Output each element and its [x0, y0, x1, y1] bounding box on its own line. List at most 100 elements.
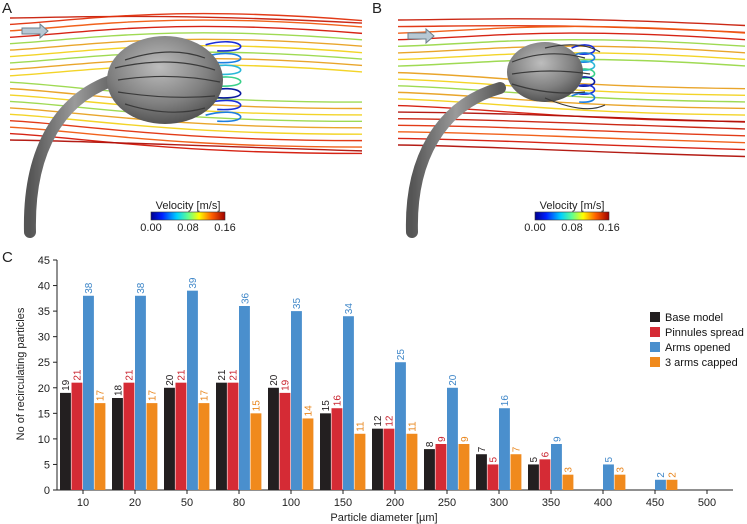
- bar-150-0: [320, 413, 331, 490]
- x-tick-label-10: 400: [594, 497, 612, 509]
- bar-10-3: [94, 403, 106, 490]
- value-label-350-0: 5: [529, 456, 540, 462]
- bar-450-2: [655, 479, 666, 490]
- x-axis-title: Particle diameter [µm]: [330, 512, 437, 524]
- streams-b-line-4: [397, 38, 746, 48]
- crinoid-body-a: [107, 36, 223, 124]
- bar-10-1: [71, 382, 83, 490]
- value-label-150-3: 11: [356, 421, 367, 432]
- colorbar-tick-a-2: 0.16: [214, 222, 235, 234]
- legend-swatch-2: [650, 342, 660, 352]
- value-label-300-3: 7: [512, 446, 523, 452]
- value-label-20-1: 21: [125, 369, 136, 381]
- bar-100-1: [279, 392, 291, 490]
- colorbar-gradient-a: [150, 211, 226, 221]
- legend-label-3: 3 arms capped: [665, 357, 738, 369]
- bar-350-1: [539, 459, 551, 490]
- bar-80-1: [227, 382, 239, 490]
- value-label-350-2: 9: [552, 436, 563, 442]
- bar-150-3: [354, 433, 366, 490]
- x-tick-label-12: 500: [698, 497, 716, 509]
- panel-b-simulation: B: [372, 0, 746, 238]
- x-tick-label-4: 100: [282, 497, 300, 509]
- streams-b-line-12: [397, 98, 746, 116]
- bar-20-1: [123, 382, 135, 490]
- value-label-150-2: 34: [344, 303, 355, 315]
- x-tick-label-8: 300: [490, 497, 508, 509]
- value-label-100-0: 20: [269, 374, 280, 386]
- colorbar-tick-b-2: 0.16: [598, 222, 619, 234]
- streams-b-loop-0: [571, 44, 596, 55]
- streams-a-line-18: [9, 132, 363, 155]
- streams-a-loop-1: [205, 52, 242, 64]
- value-label-20-2: 38: [136, 282, 147, 294]
- streams-a-line-19: [9, 139, 363, 152]
- bar-10-2: [83, 295, 94, 490]
- bar-250-2: [447, 387, 458, 490]
- value-label-450-3: 2: [668, 472, 679, 478]
- y-tick-label-0: 0: [44, 485, 50, 497]
- value-label-250-0: 8: [425, 441, 436, 447]
- bar-50-1: [175, 382, 187, 490]
- streams-b-line-16: [397, 124, 746, 137]
- value-label-100-2: 35: [292, 298, 303, 310]
- colorbar-tick-a-0: 0.00: [140, 222, 161, 234]
- streams-a-loop-0: [205, 41, 242, 52]
- bar-100-0: [268, 387, 279, 490]
- bar-150-1: [331, 408, 343, 490]
- value-label-10-1: 21: [73, 369, 84, 381]
- y-tick-label-2: 10: [38, 434, 50, 446]
- bar-400-2: [603, 464, 614, 490]
- x-tick-label-5: 150: [334, 497, 352, 509]
- streams-b-line-19: [397, 144, 746, 158]
- value-label-50-2: 39: [188, 277, 199, 289]
- bar-300-3: [510, 454, 522, 490]
- streams-a-line-16: [9, 120, 363, 142]
- y-axis-title: No of recirculating particles: [15, 307, 27, 440]
- bar-300-2: [499, 408, 510, 490]
- colorbar-title-a: Velocity [m/s]: [156, 200, 221, 212]
- colorbar-title-b: Velocity [m/s]: [540, 200, 605, 212]
- x-tick-label-2: 50: [181, 497, 193, 509]
- legend: Base model Pinnules spread Arms opened 3 ar…: [650, 312, 744, 369]
- value-label-250-3: 9: [460, 436, 471, 442]
- colorbar-gradient-b: [534, 211, 610, 221]
- streams-b-loop-1: [571, 52, 596, 63]
- streams-a-line-17: [9, 126, 363, 148]
- value-label-100-1: 19: [281, 379, 292, 391]
- x-axis: 10 20 50 80 100 150 200 250 300 350 400 450 500: [57, 489, 733, 509]
- x-tick-label-6: 200: [386, 497, 404, 509]
- value-label-450-2: 2: [656, 472, 667, 478]
- value-label-80-1: 21: [229, 369, 240, 381]
- y-tick-label-5: 25: [38, 357, 50, 369]
- legend-swatch-0: [650, 312, 660, 322]
- legend-label-1: Pinnules spread: [665, 327, 744, 339]
- value-label-250-2: 20: [448, 374, 459, 386]
- panel-letter-b: B: [372, 0, 382, 17]
- x-tick-label-3: 80: [233, 497, 245, 509]
- bar-300-1: [487, 464, 499, 490]
- streams-b-line-14: [397, 111, 746, 123]
- streams-a-line-15: [9, 113, 363, 135]
- y-tick-label-3: 15: [38, 408, 50, 420]
- streams-a-line-1: [9, 12, 363, 26]
- streams-b-line-15: [397, 117, 746, 130]
- stalk-b: [405, 82, 506, 238]
- value-label-10-2: 38: [84, 282, 95, 294]
- value-label-10-0: 19: [61, 379, 72, 391]
- bar-80-0: [216, 382, 227, 490]
- crinoid-arms-b: [511, 44, 606, 110]
- x-tick-label-11: 450: [646, 497, 664, 509]
- bar-50-2: [187, 290, 198, 490]
- y-tick-label-6: 30: [38, 332, 50, 344]
- value-label-200-0: 12: [373, 415, 384, 427]
- bar-50-3: [198, 403, 210, 490]
- bar-350-2: [551, 444, 562, 490]
- bar-20-3: [146, 403, 158, 490]
- value-label-250-1: 9: [437, 436, 448, 442]
- value-label-300-0: 7: [477, 446, 488, 452]
- colorbar-tick-a-1: 0.08: [177, 222, 198, 234]
- value-label-20-3: 17: [148, 390, 159, 402]
